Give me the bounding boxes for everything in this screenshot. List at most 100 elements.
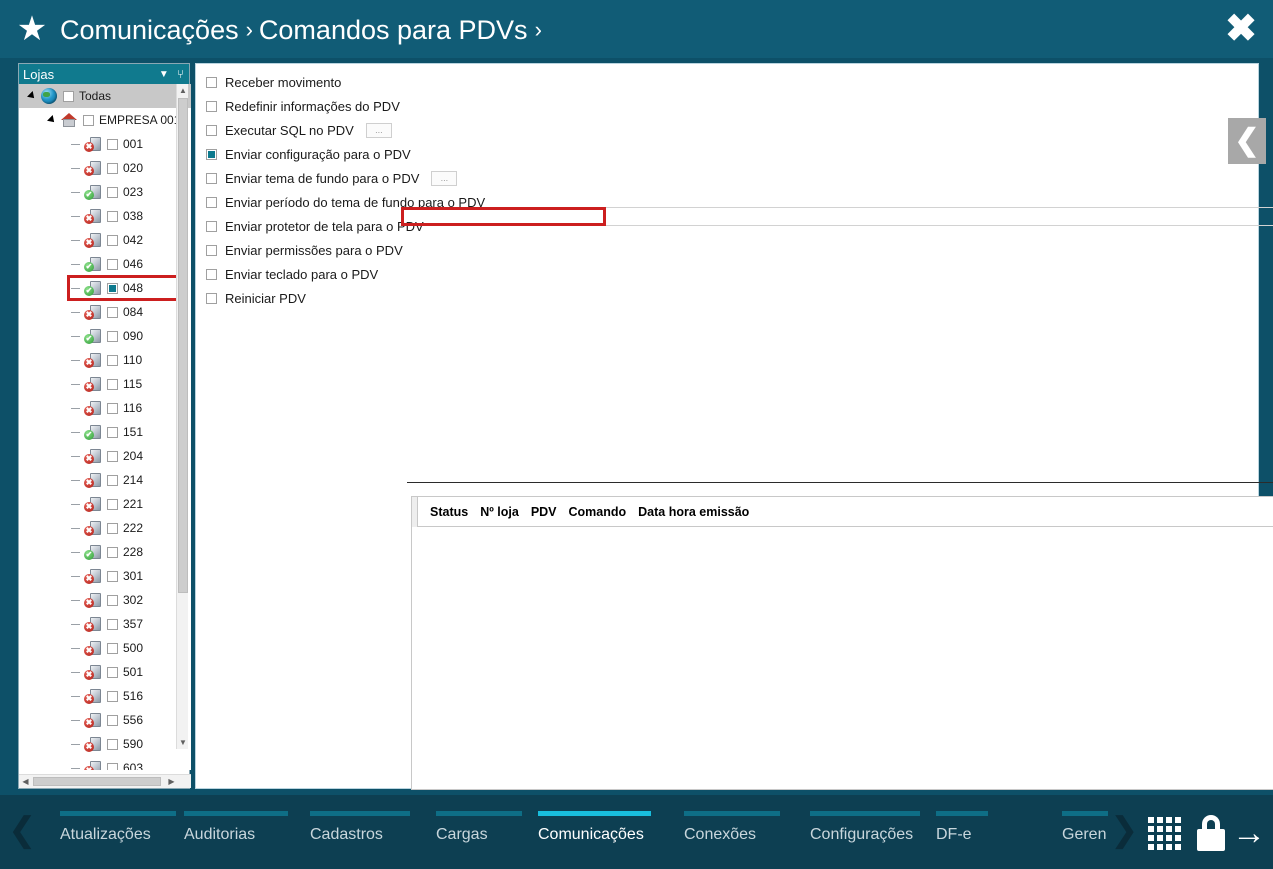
tree-node-020[interactable]: ✖ 020 bbox=[19, 156, 191, 180]
command-row-3[interactable]: Enviar configuração para o PDV bbox=[206, 142, 1246, 166]
command-checkbox[interactable] bbox=[206, 124, 217, 136]
tree-node-116[interactable]: ✖ 116 bbox=[19, 396, 191, 420]
command-checkbox[interactable] bbox=[206, 172, 217, 184]
command-checkbox[interactable] bbox=[206, 196, 217, 208]
tree-node-checkbox[interactable] bbox=[107, 618, 118, 630]
command-checkbox[interactable] bbox=[206, 220, 217, 232]
tree-node-214[interactable]: ✖ 214 bbox=[19, 468, 191, 492]
tree-node-checkbox[interactable] bbox=[107, 258, 118, 270]
tree-node-204[interactable]: ✖ 204 bbox=[19, 444, 191, 468]
nav-item-configurações[interactable]: Configurações bbox=[810, 811, 920, 859]
tree-node-checkbox[interactable] bbox=[107, 666, 118, 678]
tree-node-todas[interactable]: Todas bbox=[19, 84, 191, 108]
command-checkbox[interactable] bbox=[206, 100, 217, 112]
breadcrumb-item-comandos-pdvs[interactable]: Comandos para PDVs bbox=[258, 14, 528, 45]
tree-node-checkbox[interactable] bbox=[107, 354, 118, 366]
tree-node-084[interactable]: ✖ 084 bbox=[19, 300, 191, 324]
tree-node-checkbox[interactable] bbox=[107, 426, 118, 438]
tree-node-checkbox[interactable] bbox=[107, 138, 118, 150]
grid-column-comando[interactable]: Comando bbox=[568, 504, 627, 519]
tree-node-603[interactable]: ✖ 603 bbox=[19, 756, 191, 770]
tree-vscroll-thumb[interactable] bbox=[178, 98, 188, 593]
scroll-left-icon[interactable]: ◀ bbox=[22, 777, 29, 786]
tree-node-110[interactable]: ✖ 110 bbox=[19, 348, 191, 372]
logout-arrow-icon[interactable]: → bbox=[1232, 814, 1266, 852]
grid-column-no-loja[interactable]: Nº loja bbox=[480, 504, 519, 519]
tree-node-checkbox[interactable] bbox=[107, 498, 118, 510]
nav-item-conexões[interactable]: Conexões bbox=[684, 811, 780, 859]
nav-item-auditorias[interactable]: Auditorias bbox=[184, 811, 288, 859]
tree-node-checkbox[interactable] bbox=[107, 570, 118, 582]
tree-node-checkbox[interactable] bbox=[107, 234, 118, 246]
tree-node-checkbox[interactable] bbox=[107, 474, 118, 486]
tree-node-115[interactable]: ✖ 115 bbox=[19, 372, 191, 396]
command-row-6[interactable]: Enviar protetor de tela para o PDV bbox=[206, 214, 1246, 238]
tree-node-023[interactable]: ✔ 023 bbox=[19, 180, 191, 204]
command-checkbox[interactable] bbox=[206, 268, 217, 280]
tree-node-checkbox[interactable] bbox=[83, 114, 94, 126]
grid-column-data-hora-emissao[interactable]: Data hora emissão bbox=[638, 504, 750, 519]
tree-node-500[interactable]: ✖ 500 bbox=[19, 636, 191, 660]
tree-node-checkbox[interactable] bbox=[107, 738, 118, 750]
tree-body[interactable]: Todas EMPRESA 001 ✖ 001 ✖ 020 ✔ 023 ✖ 038 ✖ 042 ✔ 046… bbox=[19, 84, 191, 770]
tree-node-checkbox[interactable] bbox=[107, 714, 118, 726]
tree-node-151[interactable]: ✔ 151 bbox=[19, 420, 191, 444]
nav-next-icon[interactable]: ❯ bbox=[1110, 811, 1139, 849]
tree-node-checkbox[interactable] bbox=[107, 546, 118, 558]
nav-item-geren[interactable]: Geren bbox=[1062, 811, 1108, 859]
tree-node-590[interactable]: ✖ 590 bbox=[19, 732, 191, 756]
tree-node-042[interactable]: ✖ 042 bbox=[19, 228, 191, 252]
command-options-button[interactable]: ... bbox=[431, 170, 458, 186]
tree-node-228[interactable]: ✔ 228 bbox=[19, 540, 191, 564]
command-checkbox[interactable] bbox=[206, 148, 217, 160]
tree-node-checkbox[interactable] bbox=[107, 690, 118, 702]
close-icon[interactable]: ✖ bbox=[1225, 8, 1257, 50]
command-row-4[interactable]: Enviar tema de fundo para o PDV... bbox=[206, 166, 1246, 190]
tree-node-001[interactable]: ✖ 001 bbox=[19, 132, 191, 156]
scroll-down-icon[interactable]: ▼ bbox=[179, 738, 187, 747]
tree-node-checkbox[interactable] bbox=[107, 306, 118, 318]
nav-item-cargas[interactable]: Cargas bbox=[436, 811, 522, 859]
grid-column-pdv[interactable]: PDV bbox=[530, 504, 557, 519]
chevron-down-icon[interactable]: ▼ bbox=[158, 68, 169, 80]
tree-node-556[interactable]: ✖ 556 bbox=[19, 708, 191, 732]
command-checkbox[interactable] bbox=[206, 76, 217, 88]
expander-icon[interactable] bbox=[45, 108, 58, 132]
tree-node-048[interactable]: ✔ 048 bbox=[19, 276, 191, 300]
tree-vertical-scrollbar[interactable]: ▲ ▼ bbox=[176, 84, 188, 749]
grid-column-status[interactable]: Status bbox=[430, 504, 469, 519]
tree-horizontal-scrollbar[interactable]: ◀ ▶ bbox=[19, 774, 191, 788]
tree-node-checkbox[interactable] bbox=[107, 522, 118, 534]
scroll-up-icon[interactable]: ▲ bbox=[179, 86, 187, 95]
tree-node-checkbox[interactable] bbox=[107, 594, 118, 606]
tree-node-checkbox[interactable] bbox=[107, 162, 118, 174]
tree-node-checkbox[interactable] bbox=[107, 642, 118, 654]
tree-node-046[interactable]: ✔ 046 bbox=[19, 252, 191, 276]
tree-node-checkbox[interactable] bbox=[107, 210, 118, 222]
command-row-9[interactable]: Reiniciar PDV bbox=[206, 286, 1246, 310]
tree-node-checkbox[interactable] bbox=[107, 402, 118, 414]
tree-node-516[interactable]: ✖ 516 bbox=[19, 684, 191, 708]
tree-node-checkbox[interactable] bbox=[107, 378, 118, 390]
command-row-5[interactable]: Enviar período do tema de fundo para o P… bbox=[206, 190, 1246, 214]
tree-node-checkbox[interactable] bbox=[107, 282, 118, 294]
nav-item-comunicações[interactable]: Comunicações bbox=[538, 811, 651, 859]
tree-node-221[interactable]: ✖ 221 bbox=[19, 492, 191, 516]
tree-node-090[interactable]: ✔ 090 bbox=[19, 324, 191, 348]
command-row-7[interactable]: Enviar permissões para o PDV bbox=[206, 238, 1246, 262]
tree-node-checkbox[interactable] bbox=[107, 450, 118, 462]
tree-node-501[interactable]: ✖ 501 bbox=[19, 660, 191, 684]
scroll-right-icon[interactable]: ▶ bbox=[168, 777, 175, 786]
collapse-panel-button[interactable]: ❮ bbox=[1228, 118, 1266, 164]
pin-icon[interactable]: ⑂ bbox=[176, 67, 184, 81]
tree-node-checkbox[interactable] bbox=[107, 762, 118, 770]
command-checkbox[interactable] bbox=[206, 244, 217, 256]
tree-hscroll-thumb[interactable] bbox=[33, 777, 161, 786]
grid-menu-icon[interactable] bbox=[1146, 815, 1182, 851]
lock-icon[interactable] bbox=[1194, 813, 1228, 853]
tree-node-302[interactable]: ✖ 302 bbox=[19, 588, 191, 612]
tree-node-checkbox[interactable] bbox=[107, 186, 118, 198]
command-row-2[interactable]: Executar SQL no PDV... bbox=[206, 118, 1246, 142]
star-icon[interactable]: ★ bbox=[16, 10, 48, 48]
command-row-0[interactable]: Receber movimento bbox=[206, 70, 1246, 94]
